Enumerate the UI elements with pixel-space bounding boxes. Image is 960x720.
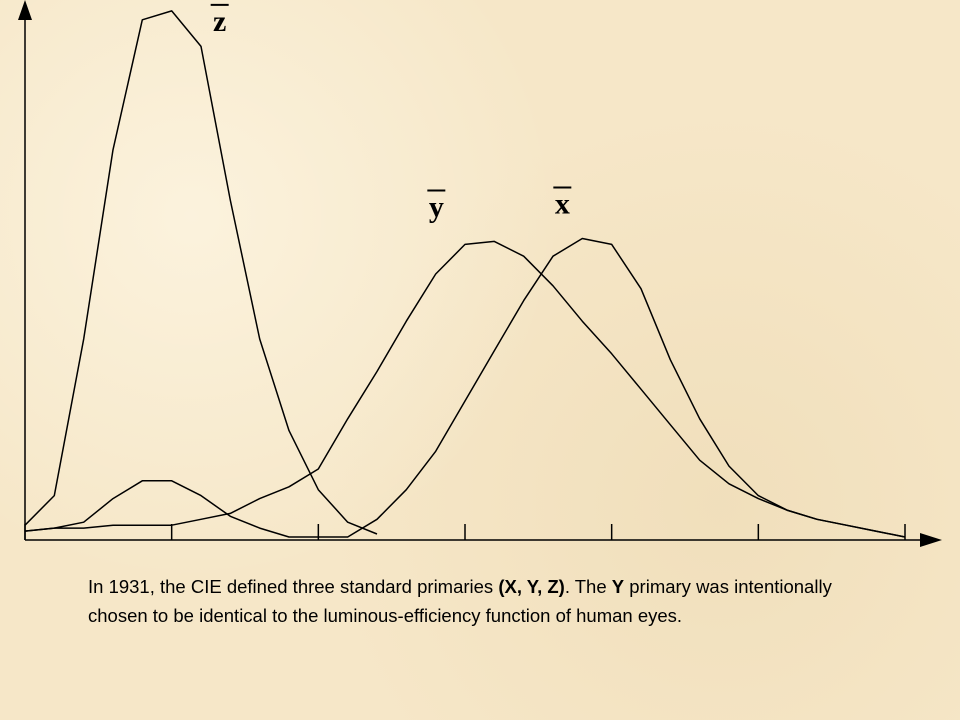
series-label: z [213, 5, 226, 38]
caption-text: Y [611, 576, 625, 597]
chart: 400 500 600 700 z y x [3, 0, 942, 560]
x-axis-arrow [920, 533, 942, 547]
x-tick-label: 600 [589, 554, 634, 560]
y-axis-arrow [18, 0, 32, 20]
x-tick-label: 400 [3, 554, 48, 560]
series-label: y [429, 190, 444, 223]
caption-text: primary was intentionally chosen to be i… [88, 576, 832, 626]
series-line [24, 10, 378, 535]
x-tick-label: 700 [883, 554, 928, 560]
caption: In 1931, the CIE defined three standard … [88, 572, 878, 630]
series-line [24, 240, 906, 538]
caption-text: . The [564, 576, 612, 597]
caption-text: (X, Y, Z) [498, 576, 565, 597]
x-tick-label: 500 [296, 554, 341, 560]
caption-text: In 1931, the CIE defined three standard … [88, 576, 499, 597]
series-label: x [555, 187, 570, 220]
series-line [24, 237, 906, 538]
